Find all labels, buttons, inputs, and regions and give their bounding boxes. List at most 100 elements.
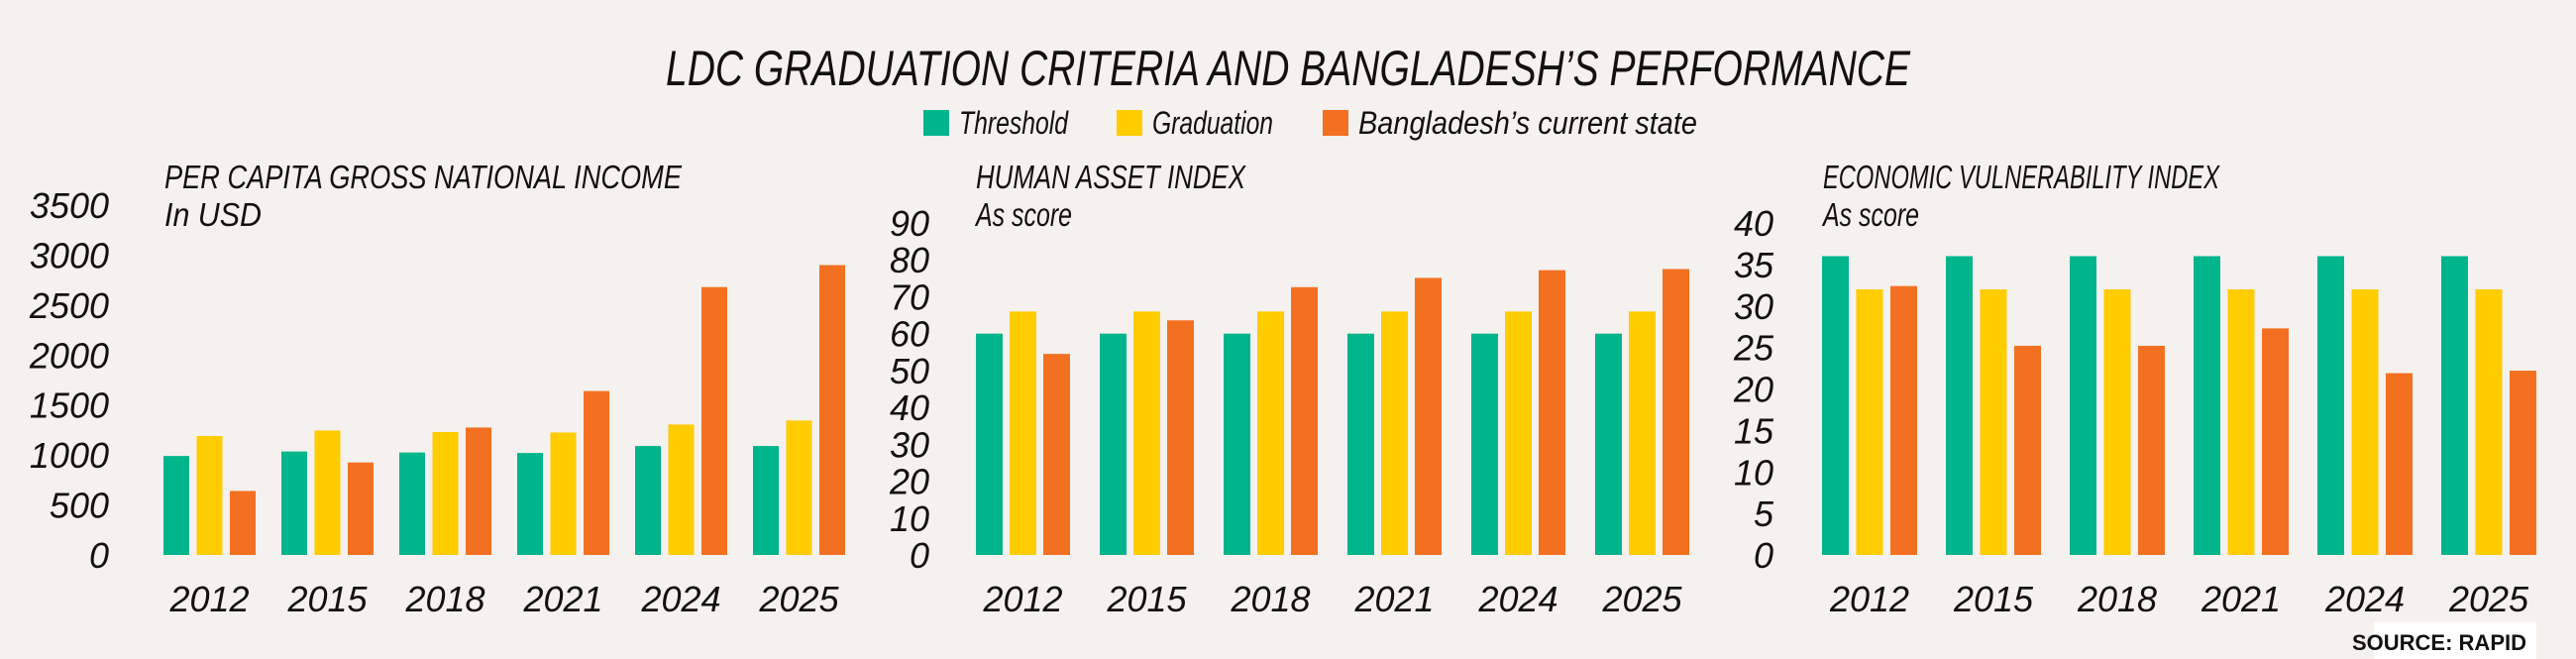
y-tick-label: 5	[1754, 494, 1774, 534]
bar-threshold-2021	[1347, 333, 1374, 555]
source-background	[2374, 622, 2536, 659]
x-tick-label: 2015	[1953, 579, 2034, 619]
panel-subtitle: As score	[974, 196, 1072, 233]
bar-bangladesh-s-current-state-2025	[819, 265, 845, 555]
bar-threshold-2024	[635, 446, 661, 555]
bar-bangladesh-s-current-state-2024	[1539, 270, 1565, 555]
bar-threshold-2024	[1471, 333, 1498, 555]
panel-title: HUMAN ASSET INDEX	[976, 159, 1247, 195]
y-tick-label: 90	[890, 203, 929, 244]
bar-threshold-2025	[1595, 333, 1622, 555]
bar-threshold-2012	[163, 456, 189, 555]
bar-bangladesh-s-current-state-2018	[466, 427, 491, 555]
x-tick-label: 2012	[1829, 579, 1909, 619]
legend-label-threshold: Threshold	[959, 105, 1069, 141]
panel-hai: HUMAN ASSET INDEX As score 0102030405060…	[889, 159, 1689, 619]
panel-subtitle: As score	[1821, 196, 1919, 233]
bar-bangladesh-s-current-state-2024	[701, 286, 727, 555]
source-box: SOURCE: RAPID	[2352, 622, 2536, 659]
y-tick-label: 0	[1754, 535, 1773, 576]
y-tick-label: 0	[910, 535, 929, 576]
bar-bangladesh-s-current-state-2021	[2262, 328, 2289, 555]
y-tick-label: 3000	[30, 235, 109, 275]
bar-bangladesh-s-current-state-2018	[2138, 345, 2165, 555]
bar-graduation-2012	[1856, 289, 1883, 555]
x-tick-label: 2021	[2200, 579, 2281, 619]
bar-bangladesh-s-current-state-2021	[584, 390, 609, 555]
bar-threshold-2021	[517, 453, 543, 555]
y-tick-label: 20	[889, 462, 929, 502]
legend-swatch-current-state	[1323, 110, 1348, 136]
bar-bangladesh-s-current-state-2012	[1043, 354, 1070, 555]
x-tick-label: 2012	[982, 579, 1062, 619]
bar-bangladesh-s-current-state-2012	[1890, 285, 1917, 555]
y-tick-label: 80	[890, 240, 929, 280]
x-tick-label: 2025	[1601, 579, 1682, 619]
bar-threshold-2015	[1946, 256, 1973, 555]
y-tick-label: 40	[1734, 203, 1773, 244]
bar-threshold-2021	[2194, 256, 2220, 555]
y-tick-label: 30	[1734, 286, 1773, 327]
x-tick-label: 2025	[758, 579, 839, 619]
bar-graduation-2015	[1133, 311, 1160, 555]
panel-subtitle: In USD	[164, 196, 262, 233]
y-tick-label: 25	[1733, 328, 1774, 369]
y-tick-label: 30	[890, 424, 929, 465]
bar-graduation-2012	[196, 435, 223, 555]
y-tick-label: 3500	[30, 185, 109, 226]
x-tick-label: 2015	[1106, 579, 1187, 619]
bar-graduation-2021	[1381, 311, 1408, 555]
panel-title: ECONOMIC VULNERABILITY INDEX	[1823, 159, 2220, 195]
bar-bangladesh-s-current-state-2025	[2510, 371, 2536, 555]
y-tick-label: 2500	[29, 285, 109, 326]
bar-graduation-2025	[2475, 289, 2503, 555]
bar-graduation-2015	[1980, 289, 2007, 555]
y-tick-label: 35	[1734, 245, 1774, 285]
x-tick-label: 2025	[2448, 579, 2529, 619]
y-tick-label: 50	[890, 351, 929, 391]
bar-threshold-2012	[976, 333, 1003, 555]
source-label: SOURCE: RAPID	[2352, 630, 2526, 655]
y-tick-label: 10	[1734, 452, 1773, 493]
bar-threshold-2012	[1822, 256, 1849, 555]
x-tick-label: 2024	[1477, 579, 1557, 619]
y-tick-label: 70	[890, 276, 929, 317]
bar-graduation-2018	[1257, 311, 1284, 555]
bar-bangladesh-s-current-state-2015	[2014, 345, 2041, 555]
x-tick-label: 2012	[168, 579, 249, 619]
y-tick-label: 0	[89, 535, 109, 576]
y-tick-label: 500	[50, 486, 109, 526]
bar-graduation-2018	[2103, 289, 2131, 555]
bar-bangladesh-s-current-state-2025	[1663, 269, 1689, 555]
bar-threshold-2015	[281, 451, 307, 555]
y-tick-label: 15	[1734, 410, 1774, 451]
y-tick-label: 2000	[29, 335, 109, 376]
bar-threshold-2025	[753, 446, 779, 555]
x-tick-label: 2024	[2324, 579, 2405, 619]
bar-threshold-2018	[2070, 256, 2096, 555]
y-tick-label: 1000	[30, 435, 109, 476]
bar-threshold-2024	[2317, 256, 2344, 555]
bar-bangladesh-s-current-state-2024	[2386, 373, 2413, 555]
bar-graduation-2021	[550, 432, 577, 555]
bar-graduation-2012	[1010, 311, 1036, 555]
bar-graduation-2024	[1505, 311, 1532, 555]
panel-gni: PER CAPITA GROSS NATIONAL INCOME In USD …	[29, 159, 845, 619]
bar-threshold-2018	[1224, 333, 1250, 555]
panel-evi: ECONOMIC VULNERABILITY INDEX As score 05…	[1733, 159, 2536, 619]
bar-graduation-2021	[2227, 289, 2255, 555]
y-tick-label: 10	[890, 498, 929, 539]
bar-threshold-2018	[399, 452, 425, 555]
y-tick-label: 40	[890, 387, 929, 428]
bar-bangladesh-s-current-state-2015	[1167, 320, 1194, 555]
y-tick-label: 60	[890, 314, 929, 355]
x-tick-label: 2018	[1230, 579, 1310, 619]
bar-bangladesh-s-current-state-2015	[348, 462, 374, 555]
x-tick-label: 2018	[404, 579, 484, 619]
bar-bangladesh-s-current-state-2021	[1415, 277, 1442, 555]
bar-graduation-2025	[786, 420, 812, 555]
chart-title: LDC GRADUATION CRITERIA AND BANGLADESH’S…	[666, 41, 1910, 96]
bar-graduation-2024	[2351, 289, 2379, 555]
bar-threshold-2015	[1100, 333, 1127, 555]
